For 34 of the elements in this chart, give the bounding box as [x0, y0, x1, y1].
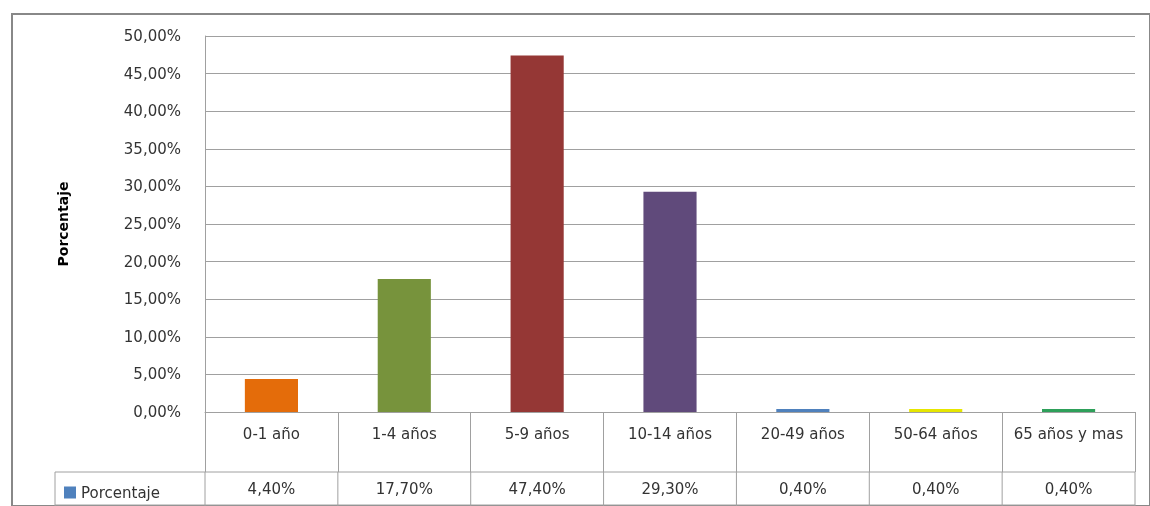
x-tick-label: 65 años y mas [1013, 425, 1124, 443]
bar [377, 278, 431, 412]
x-tick-label: 5-9 años [504, 425, 570, 443]
bar [244, 378, 298, 412]
bar [510, 55, 564, 412]
x-tick-label: 50-64 años [893, 425, 978, 443]
data-label: 17,70% [375, 480, 433, 498]
bar [1042, 408, 1096, 412]
x-tick-label: 0-1 año [242, 425, 301, 443]
x-tick-label: 20-49 años [760, 425, 846, 443]
data-label: 0,40% [1044, 480, 1093, 498]
data-label: 29,30% [641, 480, 699, 498]
y-tick-label: 40,00% [123, 102, 181, 121]
x-tick-label: 10-14 años [627, 425, 713, 443]
y-tick-label: 0,00% [133, 403, 181, 421]
y-tick-label: 25,00% [123, 215, 181, 233]
y-tick-label: 45,00% [123, 64, 181, 83]
data-label: 0,40% [779, 480, 827, 498]
y-tick-label: 35,00% [123, 139, 181, 158]
y-tick-label: 5,00% [133, 365, 181, 384]
bar [643, 191, 697, 412]
x-tick-label: 1-4 años [371, 425, 437, 443]
y-tick-label: 50,00% [123, 27, 181, 45]
bar [909, 408, 963, 412]
legend-label: Porcentaje [81, 483, 160, 502]
y-tick-label: 10,00% [123, 327, 181, 346]
y-tick-label: 15,00% [123, 290, 181, 309]
bar [776, 408, 830, 412]
y-axis-title: Porcentaje [55, 181, 71, 267]
data-label: 0,40% [911, 480, 960, 498]
y-tick-label: 30,00% [123, 177, 181, 196]
data-label: 47,40% [508, 480, 566, 498]
data-label: 4,40% [247, 480, 296, 498]
y-tick-label: 20,00% [123, 252, 181, 271]
